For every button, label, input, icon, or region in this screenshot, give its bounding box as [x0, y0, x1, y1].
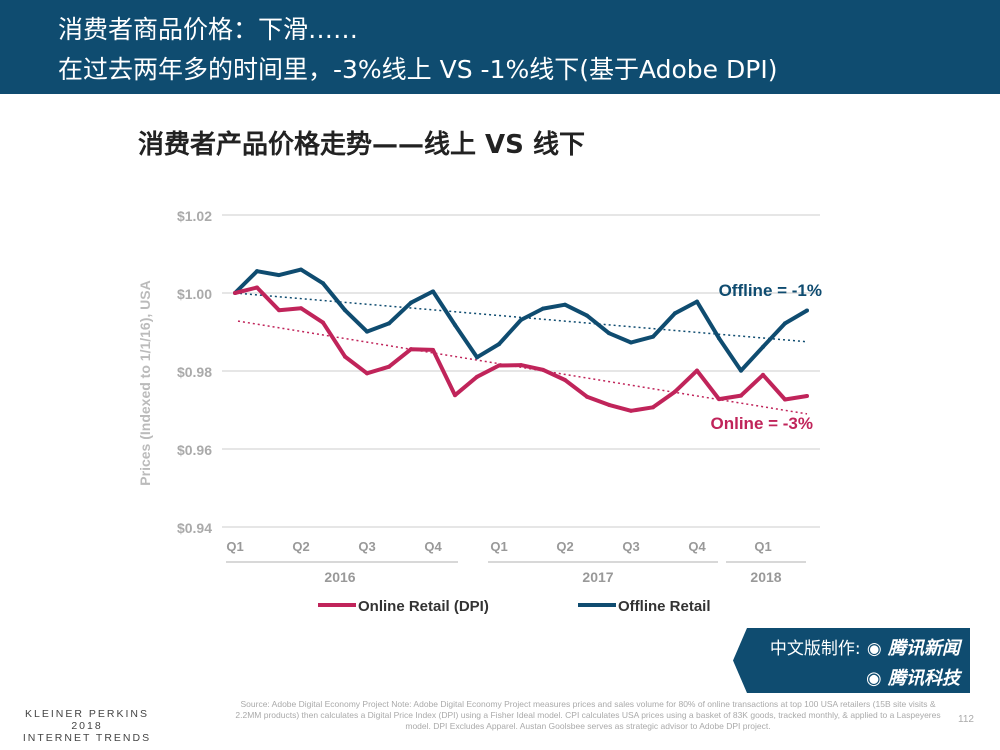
data-point — [365, 371, 369, 376]
data-point — [431, 347, 435, 352]
year-label: 2017 — [582, 569, 613, 585]
badge-brand-tech: 腾讯科技 — [888, 668, 960, 689]
data-point — [409, 347, 413, 352]
header-banner: 消费者商品价格：下滑…… 在过去两年多的时间里，-3%线上 VS -1%线下(基… — [0, 0, 1000, 94]
data-point — [497, 363, 501, 368]
badge-prefix: 中文版制作: — [769, 639, 861, 659]
data-point — [607, 331, 611, 336]
x-tick-label: Q2 — [556, 539, 573, 554]
data-point — [321, 320, 325, 325]
data-point — [321, 281, 325, 286]
y-tick-label: $1.00 — [177, 286, 212, 302]
data-point — [651, 405, 655, 410]
data-point — [607, 402, 611, 407]
news-icon: ◉ — [866, 639, 882, 659]
data-point — [497, 342, 501, 347]
legend-label: Offline Retail — [618, 598, 711, 615]
year-label: 2016 — [324, 569, 355, 585]
data-point — [541, 367, 545, 372]
data-point — [233, 291, 237, 295]
data-point — [343, 308, 347, 313]
data-point — [365, 329, 369, 334]
x-tick-label: Q2 — [292, 539, 309, 554]
badge-brand-news: 腾讯新闻 — [888, 638, 960, 659]
tencent-badge: 中文版制作: ◉ 腾讯新闻 ◉ 腾讯科技 — [733, 628, 970, 693]
year-label: 2018 — [750, 569, 781, 585]
data-point — [805, 308, 809, 313]
data-point — [299, 267, 303, 272]
data-point — [563, 302, 567, 307]
data-point — [585, 394, 589, 399]
y-tick-label: $0.94 — [177, 520, 212, 536]
source-note: Source: Adobe Digital Economy Project No… — [235, 699, 941, 731]
data-point — [761, 344, 765, 349]
data-point — [541, 306, 545, 311]
data-point — [277, 273, 281, 278]
x-tick-label: Q4 — [424, 539, 442, 554]
data-point — [651, 334, 655, 339]
data-point — [695, 299, 699, 304]
page-number: 112 — [958, 714, 974, 725]
data-point — [695, 368, 699, 373]
y-tick-label: $0.98 — [177, 364, 212, 380]
data-point — [519, 363, 523, 368]
tech-icon: ◉ — [866, 668, 882, 689]
online-annotation: Online = -3% — [711, 414, 814, 433]
data-point — [783, 397, 787, 402]
series-line — [234, 285, 808, 413]
data-point — [585, 313, 589, 318]
slide-subtitle: 在过去两年多的时间里，-3%线上 VS -1%线下(基于Adobe DPI) — [58, 55, 778, 84]
data-point — [299, 306, 303, 311]
data-point — [387, 321, 391, 326]
x-tick-label: Q3 — [358, 539, 375, 554]
y-axis-label: Prices (Indexed to 1/1/16), USA — [137, 280, 153, 485]
data-point — [739, 393, 743, 398]
data-point — [343, 354, 347, 359]
data-point — [629, 408, 633, 413]
data-point — [673, 389, 677, 394]
data-point — [475, 355, 479, 360]
data-point — [739, 368, 743, 373]
x-tick-label: Q4 — [688, 539, 706, 554]
data-point — [673, 311, 677, 316]
x-tick-label: Q3 — [622, 539, 639, 554]
x-tick-label: Q1 — [490, 539, 507, 554]
y-tick-label: $1.02 — [177, 208, 212, 224]
trend-line — [234, 292, 808, 343]
data-point — [805, 393, 809, 398]
x-tick-label: Q1 — [754, 539, 771, 554]
x-tick-label: Q1 — [226, 539, 243, 554]
slide-title: 消费者商品价格：下滑…… — [58, 15, 359, 44]
offline-annotation: Offline = -1% — [719, 281, 822, 300]
data-point — [475, 374, 479, 379]
data-point — [409, 300, 413, 305]
kpcb-logo: KLEINER PERKINS 2018 INTERNET TRENDS — [22, 708, 152, 744]
data-point — [761, 372, 765, 377]
data-point — [277, 308, 281, 313]
y-tick-label: $0.96 — [177, 442, 212, 458]
data-point — [453, 393, 457, 398]
legend-label: Online Retail (DPI) — [358, 598, 489, 615]
data-point — [519, 317, 523, 322]
data-point — [431, 289, 435, 294]
data-point — [563, 377, 567, 382]
data-point — [717, 397, 721, 402]
chart-title: 消费者产品价格走势——线上 VS 线下 — [138, 130, 585, 160]
data-point — [387, 364, 391, 369]
data-point — [255, 269, 259, 274]
data-point — [783, 321, 787, 326]
data-point — [453, 322, 457, 327]
data-point — [629, 340, 633, 345]
data-point — [717, 336, 721, 341]
data-point — [255, 285, 259, 290]
